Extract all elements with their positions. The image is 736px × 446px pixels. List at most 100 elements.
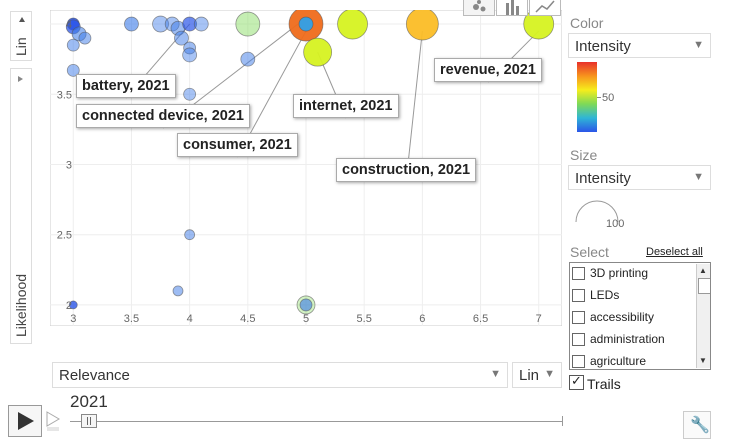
chart-points (65, 10, 555, 315)
x-tick-labels: 3 3.5 4 4.5 5 5.5 6 6.5 7 (70, 313, 542, 325)
data-point (66, 38, 80, 52)
callout-connected-device[interactable]: connected device, 2021 (76, 104, 250, 128)
color-label: Color (570, 15, 604, 31)
callout-revenue[interactable]: revenue, 2021 (434, 58, 542, 82)
data-point (183, 87, 197, 101)
y-tick-label: 2 (66, 300, 72, 312)
deselect-all-link[interactable]: Deselect all (646, 246, 703, 258)
bubble-chart-icon (473, 0, 486, 12)
x-axis-selector[interactable]: Relevance ▼ (52, 362, 508, 388)
x-tick-label: 6.5 (473, 313, 488, 325)
x-tick-label: 7 (536, 313, 542, 325)
y-tick-label: 4 (66, 19, 72, 31)
bar-chart-icon (506, 0, 519, 15)
x-tick-label: 5.5 (357, 313, 372, 325)
expand-arrow-icon (18, 76, 23, 82)
bar-chart-tab[interactable] (496, 0, 528, 16)
line-chart-tab[interactable] (529, 0, 561, 16)
line-chart-icon (535, 0, 555, 13)
callout-construction[interactable]: construction, 2021 (336, 158, 477, 182)
callout-battery[interactable]: battery, 2021 (76, 74, 176, 98)
callout-internet[interactable]: internet, 2021 (293, 94, 399, 118)
time-slider-track[interactable] (70, 421, 562, 422)
data-point (298, 16, 314, 32)
checkbox[interactable] (572, 333, 585, 346)
x-tick-label: 4.5 (240, 313, 255, 325)
data-point (182, 47, 198, 63)
chevron-down-icon: ▼ (693, 171, 704, 183)
data-point (78, 31, 92, 45)
checkbox[interactable] (572, 289, 585, 302)
play-icon (18, 412, 34, 430)
view-tabs (463, 0, 563, 16)
checkbox[interactable] (572, 355, 585, 368)
data-point (174, 30, 189, 46)
color-dropdown[interactable]: Intensity ▼ (568, 33, 711, 58)
chevron-down-icon: ▼ (693, 39, 704, 51)
color-legend-tick-mark (597, 97, 601, 98)
checkbox[interactable] (572, 267, 585, 280)
select-label: Select (570, 244, 609, 260)
size-dropdown-value: Intensity (575, 170, 631, 187)
y-tick-label: 3 (66, 159, 72, 171)
current-year: 2021 (70, 392, 108, 411)
x-tick-label: 3 (70, 313, 76, 325)
y-scale-dropdown[interactable]: Lin (10, 11, 32, 61)
x-tick-label: 3.5 (124, 313, 139, 325)
bubble-chart-tab[interactable] (463, 0, 495, 16)
play-button[interactable] (8, 405, 42, 437)
y-axis-selector[interactable]: Likelihood (10, 68, 32, 344)
data-point (240, 51, 256, 67)
speed-control[interactable] (45, 409, 63, 436)
y-axis-label: Likelihood (13, 273, 29, 337)
callout-leader-line (405, 31, 423, 183)
color-dropdown-value: Intensity (575, 38, 631, 55)
x-tick-label: 6 (419, 313, 425, 325)
scroll-down-icon[interactable]: ▼ (699, 356, 707, 365)
settings-button[interactable]: 🔧 (683, 411, 711, 439)
data-point (68, 300, 78, 310)
x-scale-dropdown[interactable]: Lin ▼ (512, 362, 562, 388)
data-point (299, 298, 313, 312)
size-dropdown[interactable]: Intensity ▼ (568, 165, 711, 190)
x-axis-label: Relevance (59, 367, 130, 384)
speed-icon (46, 411, 60, 431)
list-scrollbar[interactable]: ▲ ▼ (696, 264, 710, 368)
data-point (523, 10, 555, 40)
trails-checkbox[interactable]: ✓ (569, 373, 584, 390)
trails-label: Trails (587, 376, 621, 392)
y-tick-label: 3.5 (57, 89, 72, 101)
color-legend-tick: 50 (602, 92, 615, 104)
check-icon: ✓ (571, 373, 582, 388)
color-legend-gradient (577, 62, 597, 132)
scroll-up-icon[interactable]: ▲ (699, 266, 707, 275)
data-point (124, 16, 139, 32)
data-point (235, 11, 261, 37)
callout-consumer[interactable]: consumer, 2021 (177, 133, 298, 157)
select-list: 3D printing LEDs accessibility administr… (569, 262, 711, 370)
data-point (152, 15, 169, 33)
size-label: Size (570, 147, 598, 163)
data-point (182, 16, 198, 32)
x-tick-label: 4 (187, 313, 193, 325)
y-scale-value: Lin (13, 37, 29, 56)
chevron-down-icon: ▼ (544, 368, 555, 380)
checkbox[interactable] (572, 311, 585, 324)
scroll-thumb[interactable] (698, 278, 710, 294)
data-point (303, 37, 333, 67)
size-legend-arc (575, 200, 619, 223)
data-point (172, 285, 184, 297)
y-tick-label: 2.5 (57, 230, 72, 242)
data-point (66, 63, 80, 77)
data-point (193, 16, 209, 32)
time-slider-end (562, 416, 563, 426)
size-legend-tick: 100 (606, 218, 625, 230)
data-point (405, 10, 439, 41)
x-tick-label: 5 (303, 313, 309, 325)
wrench-icon: 🔧 (690, 417, 710, 434)
y-tick-labels: 2 2.5 3 3.5 4 (57, 19, 72, 312)
chevron-down-icon: ▼ (490, 368, 501, 380)
data-point (184, 229, 196, 241)
dropdown-arrow-icon (19, 17, 25, 22)
time-slider-thumb[interactable] (81, 414, 97, 428)
